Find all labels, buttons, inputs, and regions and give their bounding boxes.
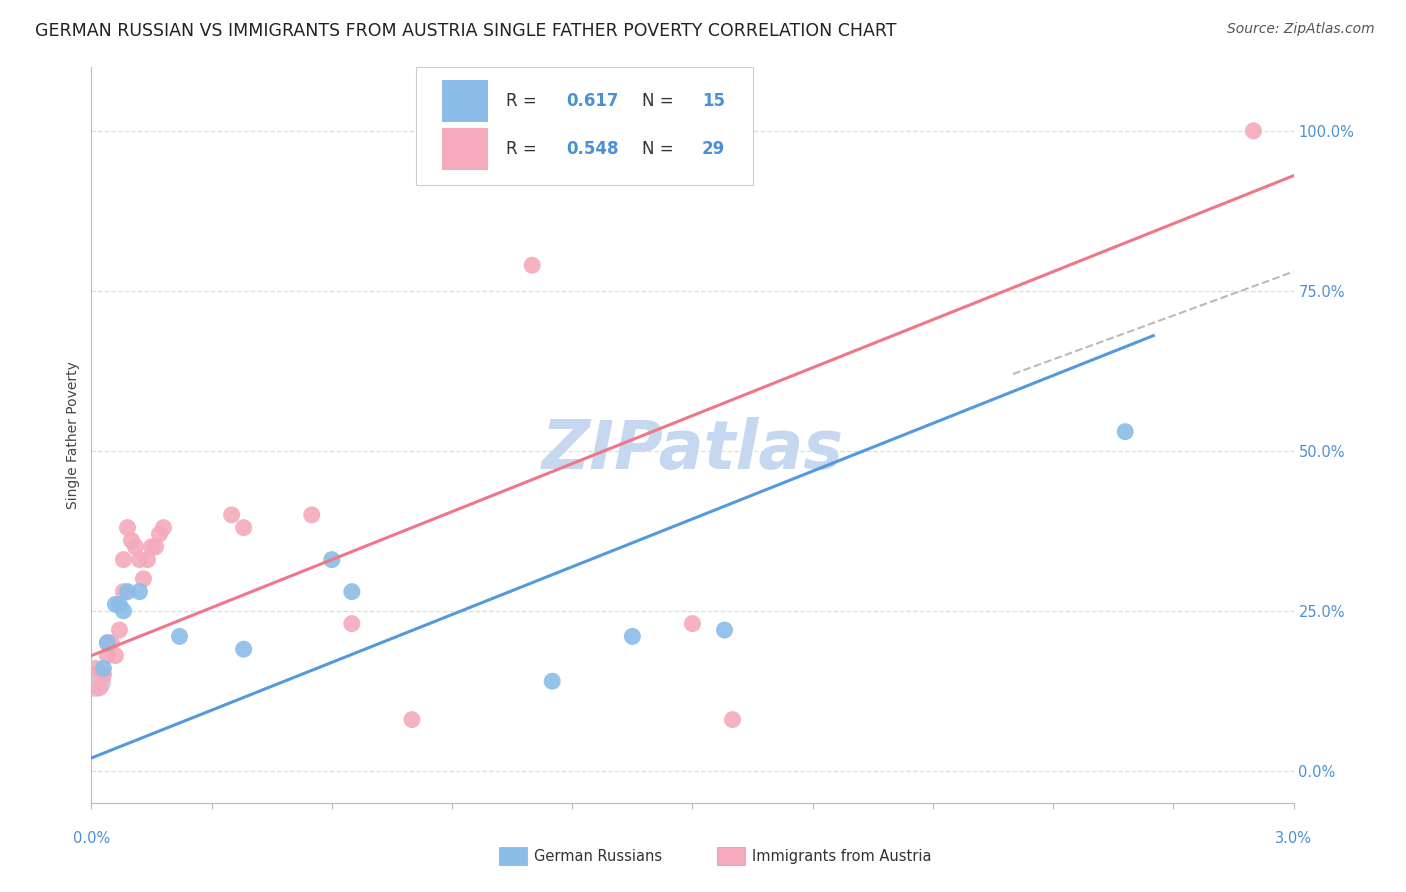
- Point: [721, 713, 744, 727]
- Text: R =: R =: [506, 92, 543, 110]
- Point: [401, 713, 423, 727]
- Point: [141, 540, 163, 554]
- Point: [84, 674, 107, 689]
- Point: [108, 623, 131, 637]
- Point: [128, 584, 150, 599]
- Text: N =: N =: [643, 140, 679, 158]
- Point: [96, 648, 118, 663]
- Text: German Russians: German Russians: [534, 849, 662, 863]
- Point: [152, 521, 174, 535]
- Point: [232, 521, 254, 535]
- Text: Immigrants from Austria: Immigrants from Austria: [752, 849, 932, 863]
- Text: 0.0%: 0.0%: [73, 831, 110, 847]
- Point: [520, 258, 543, 272]
- Text: R =: R =: [506, 140, 543, 158]
- Point: [93, 661, 115, 675]
- Point: [169, 629, 191, 643]
- Point: [1114, 425, 1136, 439]
- Text: 29: 29: [702, 140, 725, 158]
- Point: [96, 636, 118, 650]
- Point: [117, 584, 139, 599]
- Point: [541, 674, 564, 689]
- Point: [1243, 124, 1265, 138]
- Point: [104, 648, 127, 663]
- Point: [84, 661, 107, 675]
- Text: ZIPatlas: ZIPatlas: [541, 417, 844, 483]
- FancyBboxPatch shape: [416, 67, 752, 185]
- Point: [148, 527, 170, 541]
- Point: [221, 508, 243, 522]
- Point: [96, 636, 118, 650]
- Point: [132, 572, 155, 586]
- Bar: [443, 128, 488, 170]
- Point: [128, 552, 150, 566]
- Point: [112, 584, 135, 599]
- Point: [321, 552, 343, 566]
- Point: [89, 681, 111, 695]
- Point: [121, 533, 143, 548]
- Point: [713, 623, 735, 637]
- Point: [340, 616, 363, 631]
- Point: [112, 552, 135, 566]
- Point: [136, 552, 159, 566]
- Text: GERMAN RUSSIAN VS IMMIGRANTS FROM AUSTRIA SINGLE FATHER POVERTY CORRELATION CHAR: GERMAN RUSSIAN VS IMMIGRANTS FROM AUSTRI…: [35, 22, 897, 40]
- Point: [117, 521, 139, 535]
- Point: [145, 540, 167, 554]
- Point: [100, 636, 122, 650]
- Point: [621, 629, 644, 643]
- Point: [108, 598, 131, 612]
- Point: [112, 604, 135, 618]
- Text: Source: ZipAtlas.com: Source: ZipAtlas.com: [1227, 22, 1375, 37]
- Text: N =: N =: [643, 92, 679, 110]
- Text: 0.617: 0.617: [567, 92, 619, 110]
- Point: [124, 540, 146, 554]
- Text: 3.0%: 3.0%: [1275, 831, 1312, 847]
- Point: [681, 616, 703, 631]
- Y-axis label: Single Father Poverty: Single Father Poverty: [66, 361, 80, 508]
- Point: [301, 508, 323, 522]
- Point: [104, 598, 127, 612]
- Point: [340, 584, 363, 599]
- Text: 15: 15: [702, 92, 725, 110]
- Point: [84, 674, 107, 689]
- Point: [232, 642, 254, 657]
- Text: 0.548: 0.548: [567, 140, 619, 158]
- Bar: [443, 80, 488, 122]
- Point: [93, 668, 115, 682]
